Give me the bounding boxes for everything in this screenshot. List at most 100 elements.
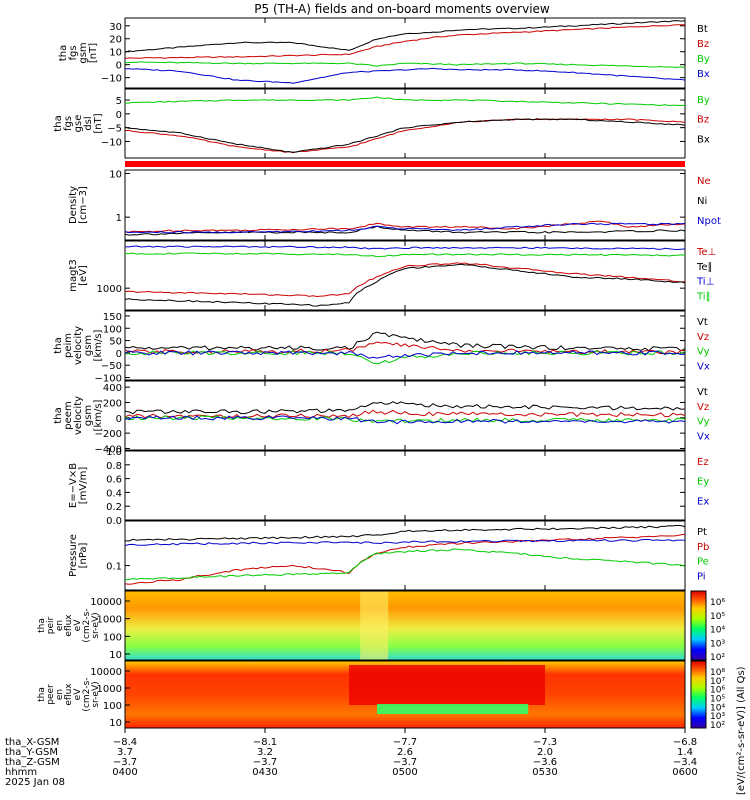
y-axis-label: tha fgs gsm [nT] (58, 42, 99, 63)
legend-Te∥: Te∥ (696, 262, 713, 273)
y-tick-label: 0.6 (106, 475, 122, 486)
y-tick-label: 30 (109, 22, 122, 33)
y-axis-label: tha peir en eflux eV (cm2-s-sr-eV) (37, 608, 101, 642)
spectrogram-image (125, 591, 685, 660)
x-tick-label: −3.6 (533, 757, 557, 768)
y-tick-label: −10 (101, 137, 122, 148)
x-tick-label: 0600 (672, 767, 697, 778)
spectrogram-frame (124, 590, 686, 661)
y-axis-label-line: velocity (73, 326, 84, 365)
y-tick-label: 100 (103, 324, 122, 335)
y-axis-label-line: gsm (78, 42, 89, 63)
spectrogram-hot-band (349, 665, 545, 705)
colorbar-tick-label: 10² (710, 653, 725, 663)
colorbar-tick-label: 10³ (710, 712, 725, 722)
y-axis-label-line: peem (63, 401, 74, 429)
y-tick-label: −50 (101, 361, 122, 372)
panel-temperature: 1000 magt3 [eV] Te⊥ Te∥ Ti⊥ Ti∥ (68, 240, 716, 311)
series-line-Pt (124, 524, 686, 542)
quality-flag-bar (125, 161, 685, 167)
colorbar-tick-label: 10⁵ (710, 695, 725, 705)
legend-Bx: Bx (697, 69, 710, 80)
y-tick-label: 1 (116, 213, 122, 224)
x-tick-label: 0500 (392, 767, 417, 778)
series-line-Vt (124, 401, 686, 415)
legend-Bx: Bx (697, 134, 710, 145)
colorbar-tick-label: 10⁸ (710, 668, 725, 678)
x-axis-row-label: tha_X-GSM (5, 737, 59, 748)
legend-Vy: Vy (697, 347, 710, 358)
y-axis-label-line: (cm2-s- (82, 677, 92, 711)
y-axis-label: magt3 [eV] (68, 259, 89, 292)
series-line-Vy (125, 350, 686, 365)
x-tick-label: −3.4 (673, 757, 697, 768)
series-line-Bt (124, 20, 686, 53)
chart-title: P5 (TH-A) fields and on-board moments ov… (254, 2, 550, 16)
y-tick-label: 50 (109, 337, 122, 348)
y-axis-label-line: peim (63, 333, 74, 358)
y-tick-label: 0 (116, 349, 122, 360)
y-axis-label-line: tha (37, 687, 47, 702)
panel-frame (124, 88, 686, 159)
y-tick-label: 5 (116, 96, 122, 107)
series-line-Pb (124, 533, 686, 585)
x-tick-label: −6.8 (673, 737, 697, 748)
y-tick-label: 100 (103, 632, 122, 643)
legend-Ez: Ez (697, 457, 709, 468)
x-tick-label: 0430 (252, 767, 277, 778)
y-tick-label: 0.1 (106, 562, 122, 573)
x-tick-label: 2.6 (397, 747, 413, 758)
series-line-Pe (124, 548, 686, 581)
panel-fgs_dsl: 5 0 −5 −10 tha fgs gse dsl [nT] By Bz Bx (53, 88, 710, 159)
series-line-Bx (125, 67, 686, 84)
legend-Ex: Ex (697, 496, 709, 507)
series-line-Pi (124, 539, 686, 547)
colorbar-tick-label: 10³ (710, 639, 725, 649)
legend-Pe: Pe (697, 557, 709, 568)
y-axis-label-line: tha (58, 45, 69, 61)
y-axis-label-line: tha (53, 337, 64, 353)
y-axis-label-line: velocity (73, 396, 84, 435)
y-axis-label-line: eflux (64, 614, 74, 637)
colorbar-tick-label: 10² (710, 721, 725, 731)
y-tick-label: 10 (109, 650, 122, 661)
y-axis-label-line: eflux (64, 683, 74, 706)
y-tick-label: 1000 (97, 284, 122, 295)
panel-frame (124, 310, 686, 381)
y-axis-label: E=−V×B [mV/m] (68, 463, 89, 508)
series-line-Ti∥ (124, 252, 686, 258)
x-tick-label: −7.7 (393, 737, 417, 748)
x-axis-row-label: hhmm (5, 767, 37, 778)
y-axis-label-line: [mV/m] (78, 467, 89, 505)
y-tick-label: 400 (103, 383, 122, 394)
colorbar-tick-label: 10⁶ (710, 686, 725, 696)
y-axis-label-line: fgs (63, 116, 74, 131)
y-tick-label: 150 (103, 312, 122, 323)
panel-efield: 1.0 0.8 0.6 0.4 0.2 0.0 E=−V×B [mV/m] Ez Ey Ex (68, 447, 709, 527)
series-line-Vx (124, 350, 686, 359)
y-tick-label: 10 (109, 48, 122, 59)
panel-frame (124, 17, 686, 89)
series-line-Ti⊥ (124, 245, 686, 251)
panel-pressure: 0.1 Pressure [nPa] Pt Pb Pe Pi (68, 520, 709, 591)
series-line-Vx (124, 415, 686, 425)
y-axis-label-line: magt3 (68, 259, 79, 292)
series-line-Te∥ (124, 263, 686, 307)
spectrogram-event-band (360, 591, 389, 660)
colorbar (690, 660, 707, 729)
y-tick-label: −200 (95, 429, 122, 440)
y-tick-label: −10 (101, 74, 122, 85)
series-line-By (125, 61, 686, 68)
y-tick-label: 10000 (90, 667, 122, 678)
series-line-Bz (124, 118, 686, 154)
legend-Bt: Bt (697, 24, 708, 35)
legend-Pb: Pb (697, 542, 709, 553)
x-axis-row-label: tha_Y-GSM (5, 747, 58, 758)
y-tick-label: −400 (95, 444, 122, 455)
legend-Te⊥: Te⊥ (696, 247, 716, 258)
x-tick-label: −8.1 (253, 737, 277, 748)
x-tick-label: −3.7 (113, 757, 137, 768)
x-tick-label: 1.4 (677, 747, 693, 758)
